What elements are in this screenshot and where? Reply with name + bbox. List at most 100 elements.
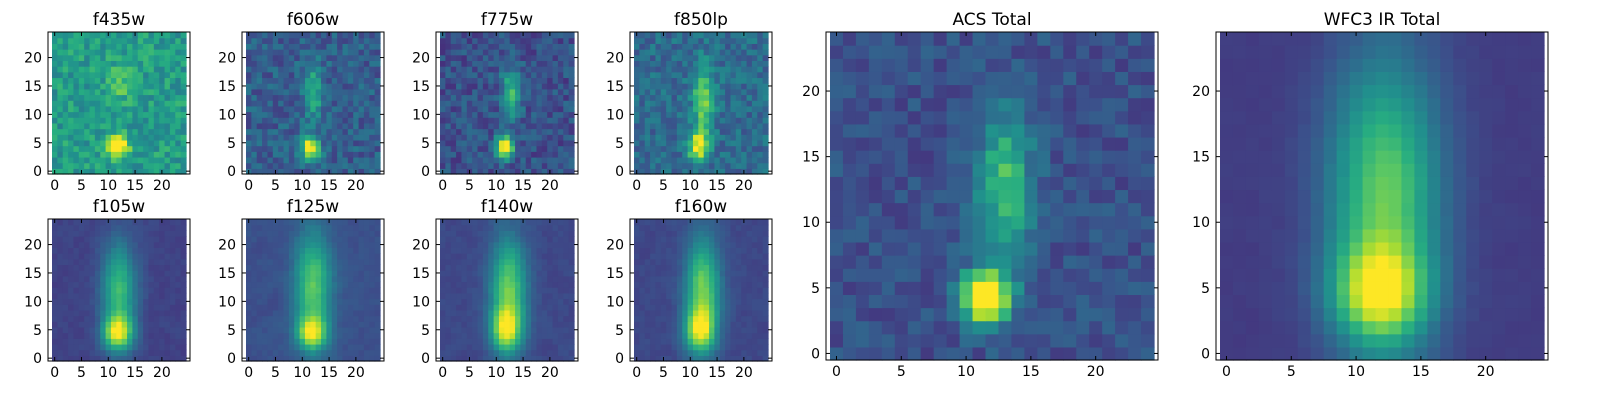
heatmap-cell <box>288 66 295 73</box>
heatmap-cell <box>552 151 559 158</box>
heatmap-cell <box>735 88 742 96</box>
heatmap-cell <box>153 258 160 266</box>
heatmap-cell <box>315 83 322 90</box>
heatmap-cell <box>278 168 285 175</box>
heatmap-cell <box>482 287 489 294</box>
heatmap-cell <box>84 315 91 322</box>
heatmap-cell <box>180 139 187 147</box>
heatmap-cell <box>666 54 673 61</box>
heatmap-cell <box>164 321 171 328</box>
heatmap-cell <box>709 298 715 305</box>
heatmap-cell <box>110 139 117 147</box>
heatmap-cell <box>520 326 527 334</box>
heatmap-cell <box>461 253 468 260</box>
heatmap-cell <box>698 88 705 96</box>
heatmap-cell <box>148 355 155 362</box>
heatmap-cell <box>644 83 651 90</box>
heatmap-cell <box>283 241 290 248</box>
heatmap-cell <box>461 94 468 101</box>
heatmap-cell <box>105 247 112 254</box>
heatmap-cell <box>639 105 646 113</box>
heatmap-cell <box>709 326 715 334</box>
heatmap-cell <box>472 236 479 243</box>
heatmap-cell <box>568 247 575 254</box>
heatmap-cell <box>278 304 285 311</box>
heatmap-cell <box>719 122 726 130</box>
heatmap-cell <box>541 332 548 339</box>
heatmap-cell <box>557 162 564 169</box>
y-tick-label: 15 <box>24 79 42 95</box>
heatmap-cell <box>509 298 516 305</box>
heatmap-cell <box>692 309 699 317</box>
heatmap-cell <box>78 134 85 141</box>
heatmap-cell <box>278 224 285 231</box>
heatmap-cell <box>741 43 748 50</box>
heatmap-cell <box>482 253 489 260</box>
heatmap-cell <box>472 241 479 248</box>
heatmap-cell <box>472 281 479 288</box>
heatmap-cell <box>472 105 479 113</box>
heatmap-cell <box>68 304 75 311</box>
heatmap-cell <box>568 309 575 317</box>
heatmap-cell <box>159 332 166 339</box>
heatmap-cell <box>175 309 182 317</box>
heatmap-cell <box>94 162 101 169</box>
heatmap-cell <box>719 332 726 339</box>
heatmap-cell <box>68 139 75 147</box>
heatmap-cell <box>461 60 468 67</box>
heatmap-cell <box>358 338 365 345</box>
heatmap-cell <box>272 117 279 124</box>
heatmap-cell <box>321 43 327 50</box>
heatmap-cell <box>310 321 317 328</box>
heatmap-cell <box>62 111 69 118</box>
heatmap-cell <box>94 343 101 351</box>
x-tick-label: 20 <box>347 365 365 381</box>
heatmap-cell <box>100 236 107 243</box>
heatmap-cell <box>105 117 112 124</box>
heatmap-cell <box>283 37 290 44</box>
heatmap-cell <box>246 241 252 248</box>
heatmap-cell <box>331 145 338 152</box>
heatmap-cell <box>175 315 182 322</box>
heatmap-cell <box>746 275 753 283</box>
heatmap-cell <box>547 309 554 317</box>
heatmap-cell <box>634 275 640 283</box>
heatmap-cell <box>331 304 338 311</box>
heatmap-cell <box>472 309 479 317</box>
heatmap-cell <box>450 151 457 158</box>
heatmap-cell <box>445 49 452 56</box>
heatmap-cell <box>461 49 468 56</box>
heatmap-cell <box>262 162 269 169</box>
heatmap-cell <box>137 156 144 164</box>
heatmap-cell <box>762 71 769 79</box>
heatmap-cell <box>137 168 144 175</box>
heatmap-cell <box>57 162 64 169</box>
heatmap-cell <box>445 162 452 169</box>
heatmap-cell <box>78 258 85 266</box>
heatmap-cell <box>531 326 538 334</box>
heatmap-cell <box>650 349 657 356</box>
heatmap-cell <box>660 326 667 334</box>
heatmap-cell <box>73 100 80 107</box>
heatmap-cell <box>278 54 285 61</box>
heatmap-cell <box>531 321 538 328</box>
y-tick-label: 20 <box>412 51 430 67</box>
heatmap-cell <box>84 139 91 147</box>
heatmap-cell <box>714 287 721 294</box>
heatmap-cell <box>256 355 263 362</box>
heatmap-cell <box>100 309 107 317</box>
heatmap-cell <box>456 315 463 322</box>
heatmap-cell <box>703 122 710 130</box>
heatmap-cell <box>353 332 360 339</box>
heatmap-cell <box>493 77 500 84</box>
heatmap-cell <box>456 247 463 254</box>
heatmap-cell <box>347 355 354 362</box>
heatmap-cell <box>634 145 640 152</box>
heatmap-cell <box>735 298 742 305</box>
heatmap-cell <box>304 43 311 50</box>
y-tick-label: 15 <box>218 266 236 282</box>
heatmap-cell <box>541 32 548 39</box>
heatmap-cell <box>68 219 75 226</box>
heatmap-cell <box>294 236 301 243</box>
heatmap-cell <box>127 66 133 73</box>
